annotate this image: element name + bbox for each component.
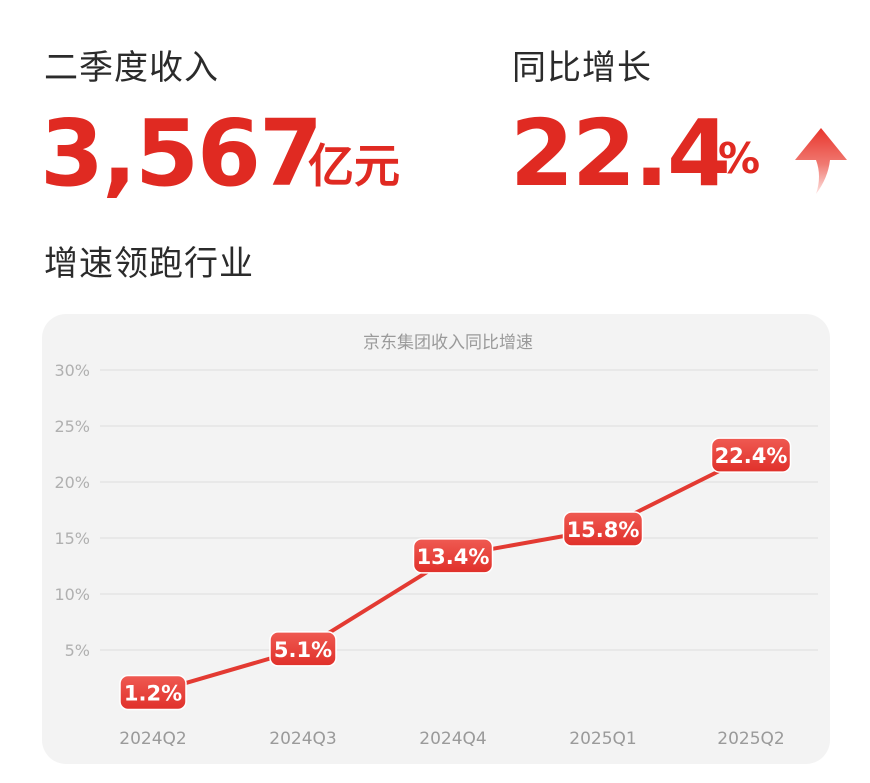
data-label-box: [412, 538, 494, 574]
y-tick-label: 10%: [54, 585, 90, 604]
data-label: 15.8%: [567, 518, 640, 542]
growth-value: 22.4: [510, 100, 731, 207]
y-tick-label: 5%: [65, 641, 90, 660]
chart-card: 京东集团收入同比增速 5% 10% 15% 20% 25% 30% 2024Q2 2024Q…: [42, 314, 830, 764]
y-tick-label: 25%: [54, 417, 90, 436]
data-label: 1.2%: [124, 682, 182, 706]
growth-unit: %: [718, 134, 761, 183]
y-tick-label: 30%: [54, 361, 90, 380]
data-point: 13.4%: [412, 538, 494, 574]
data-label: 13.4%: [417, 545, 490, 569]
data-point: 15.8%: [562, 511, 644, 547]
tagline: 增速领跑行业: [44, 244, 254, 284]
y-tick-label: 15%: [54, 529, 90, 548]
data-label: 5.1%: [274, 638, 332, 662]
data-point: 1.2%: [119, 674, 187, 711]
y-tick-label: 20%: [54, 473, 90, 492]
data-label-box: [562, 511, 644, 547]
x-tick-label: 2024Q4: [419, 729, 486, 749]
up-arrow-icon: [795, 128, 847, 194]
data-point: 22.4%: [710, 437, 792, 473]
x-tick-label: 2024Q3: [269, 729, 336, 749]
data-label-box: [269, 631, 337, 667]
revenue-value: 3,567: [40, 100, 323, 207]
data-point: 5.1%: [269, 631, 337, 667]
growth-line-chart: 京东集团收入同比增速 5% 10% 15% 20% 25% 30% 2024Q2 2024Q…: [54, 333, 818, 749]
series-line: [151, 453, 753, 695]
revenue-unit: 亿元: [308, 139, 400, 193]
x-tick-label: 2024Q2: [119, 729, 186, 749]
x-tick-label: 2025Q2: [717, 729, 784, 749]
data-label: 22.4%: [715, 444, 788, 468]
data-label-box: [119, 674, 187, 711]
data-label-box: [710, 437, 792, 473]
x-tick-label: 2025Q1: [569, 729, 636, 749]
growth-label: 同比增长: [512, 48, 652, 88]
revenue-label: 二季度收入: [44, 48, 219, 88]
chart-title: 京东集团收入同比增速: [363, 333, 533, 353]
